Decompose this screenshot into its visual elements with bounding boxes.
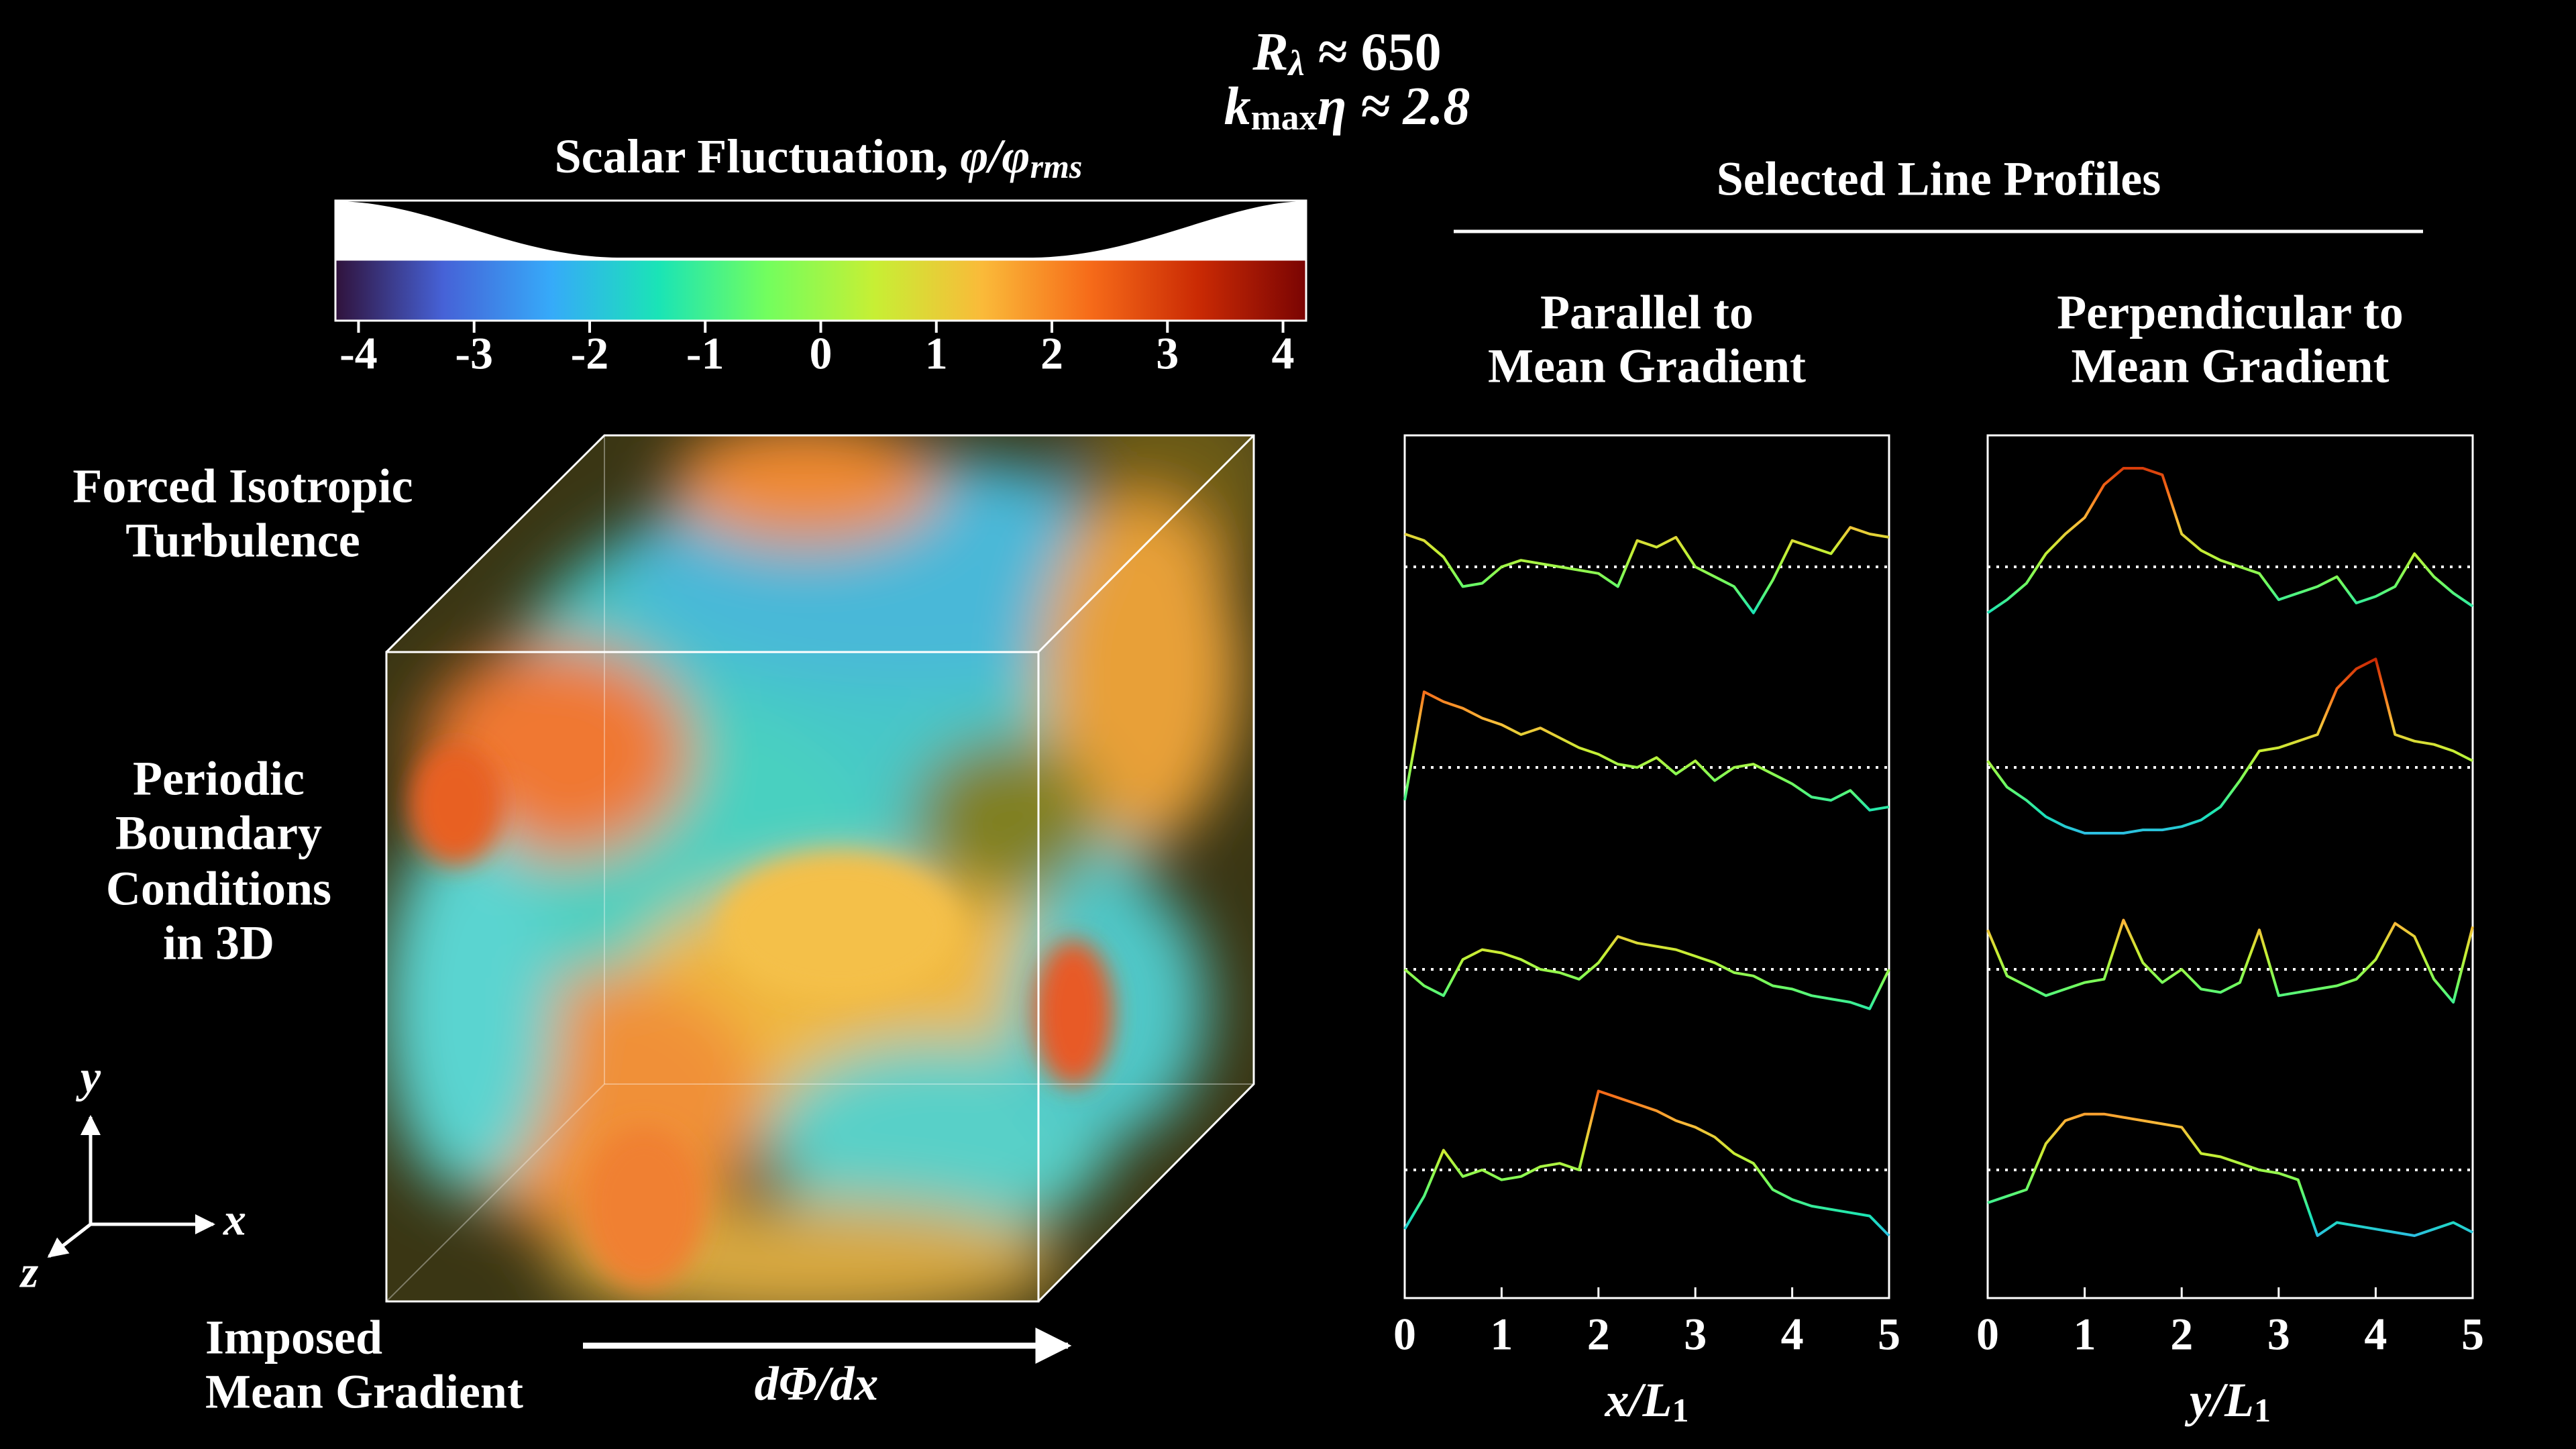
profile-line: [1403, 935, 1890, 1010]
triad-label: x: [223, 1194, 246, 1245]
label-line: Periodic: [133, 752, 305, 806]
x-tick-label: 2: [1587, 1309, 1610, 1360]
label-sub: 1: [1672, 1391, 1688, 1429]
relation: η ≈ 2.8: [1318, 77, 1470, 136]
relation: ≈ 650: [1305, 23, 1442, 82]
label-sub: 1: [2254, 1391, 2271, 1429]
colorbar-tick-label: 2: [1040, 328, 1063, 379]
colorbar-tick-label: -2: [571, 328, 609, 379]
label-line: Boundary: [115, 806, 322, 860]
profile-line: [1403, 690, 1890, 812]
title-sub: rms: [1030, 148, 1083, 185]
colorbar-tick-label: -1: [686, 328, 724, 379]
colorbar-tick-label: 1: [925, 328, 948, 379]
triad-label: y: [76, 1051, 101, 1102]
colorbar: -4 -3 -2 -1 0 1 2 3 4: [334, 258, 1307, 379]
x-tick-label: 5: [2461, 1309, 2484, 1360]
title-text: Scalar Fluctuation,: [555, 129, 961, 183]
x-tick-label: 1: [1490, 1309, 1513, 1360]
label-rest: /L: [1626, 1373, 1672, 1427]
chart-title: Perpendicular to: [2057, 286, 2404, 339]
x-tick-label: 0: [1976, 1309, 1999, 1360]
title-math: φ/φ: [960, 129, 1030, 183]
distribution-curve: [335, 201, 1306, 260]
colorbar-tick-label: 3: [1156, 328, 1179, 379]
cube-frame: [385, 434, 1255, 1303]
colorbar-title: Scalar Fluctuation, φ/φrms: [555, 129, 1083, 186]
profile-line: [1986, 918, 2474, 1004]
subscript: max: [1251, 97, 1318, 138]
symbol: k: [1224, 77, 1251, 136]
colorbar-tick-label: 0: [810, 328, 833, 379]
profiles-title: Selected Line Profiles: [1717, 152, 2161, 206]
gradient-symbol: dΦ/dx: [755, 1357, 879, 1411]
x-tick-label: 1: [2074, 1309, 2096, 1360]
colorbar-strip: [334, 258, 1307, 322]
label-line: Forced Isotropic: [72, 460, 413, 513]
x-tick-label: 5: [1878, 1309, 1900, 1360]
profile-line: [1986, 657, 2473, 835]
turbulence-volume: [386, 435, 1254, 1301]
axes-triad: [47, 1115, 215, 1258]
plot-frame: [1403, 434, 1890, 1299]
x-tick-label: 4: [2364, 1309, 2387, 1360]
x-tick-label: 0: [1393, 1309, 1416, 1360]
chart-title: Mean Gradient: [1488, 339, 1806, 393]
label-line: Conditions: [106, 862, 331, 916]
label-line: in 3D: [163, 916, 274, 970]
x-tick-label: 3: [1684, 1309, 1707, 1360]
label-line: Mean Gradient: [205, 1365, 523, 1419]
profile-line: [1986, 467, 2474, 614]
profile-line: [1403, 1089, 1890, 1237]
chart-title: Mean Gradient: [2072, 339, 2390, 393]
x-tick-label: 2: [2170, 1309, 2193, 1360]
label-line: Imposed: [205, 1311, 382, 1364]
colorbar-tick-label: -3: [455, 328, 493, 379]
colorbar-tick-label: 4: [1272, 328, 1295, 379]
chart-title: Parallel to: [1540, 286, 1754, 339]
x-tick-label: 4: [1781, 1309, 1804, 1360]
symbol: R: [1252, 23, 1288, 82]
x-tick-label: 3: [2267, 1309, 2290, 1360]
resolution-label: kmaxη ≈ 2.8: [1224, 77, 1470, 138]
profile-line: [1404, 526, 1890, 614]
reynolds-label: Rλ ≈ 650: [1252, 23, 1441, 83]
label-rest: /L: [2208, 1373, 2254, 1427]
plot-frame: [1986, 434, 2474, 1299]
subscript: λ: [1287, 43, 1305, 83]
z-arrow: [47, 1223, 92, 1258]
colorbar-tick-label: -4: [339, 328, 378, 379]
label-var: x: [1605, 1373, 1629, 1427]
triad-label: z: [19, 1246, 39, 1297]
x-axis-label: x/L1: [1605, 1373, 1689, 1430]
label-line: Turbulence: [125, 514, 360, 568]
profile-line: [1987, 1112, 2473, 1237]
